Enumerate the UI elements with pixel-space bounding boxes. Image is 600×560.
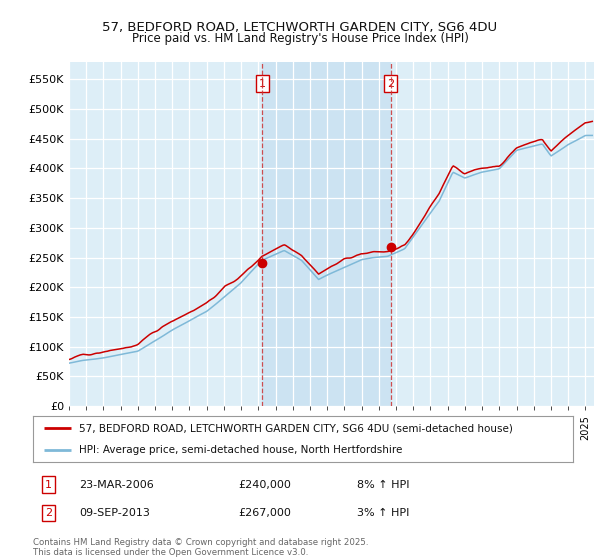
Text: 57, BEDFORD ROAD, LETCHWORTH GARDEN CITY, SG6 4DU: 57, BEDFORD ROAD, LETCHWORTH GARDEN CITY… [103, 21, 497, 34]
Text: £240,000: £240,000 [238, 479, 291, 489]
Text: 8% ↑ HPI: 8% ↑ HPI [357, 479, 409, 489]
Text: 2: 2 [45, 508, 52, 518]
Text: HPI: Average price, semi-detached house, North Hertfordshire: HPI: Average price, semi-detached house,… [79, 445, 402, 455]
Text: Price paid vs. HM Land Registry's House Price Index (HPI): Price paid vs. HM Land Registry's House … [131, 32, 469, 45]
Text: 1: 1 [45, 479, 52, 489]
Text: 09-SEP-2013: 09-SEP-2013 [79, 508, 150, 518]
Text: 1: 1 [259, 78, 266, 88]
Text: Contains HM Land Registry data © Crown copyright and database right 2025.
This d: Contains HM Land Registry data © Crown c… [33, 538, 368, 557]
Text: 23-MAR-2006: 23-MAR-2006 [79, 479, 154, 489]
Text: 3% ↑ HPI: 3% ↑ HPI [357, 508, 409, 518]
Text: 57, BEDFORD ROAD, LETCHWORTH GARDEN CITY, SG6 4DU (semi-detached house): 57, BEDFORD ROAD, LETCHWORTH GARDEN CITY… [79, 423, 513, 433]
Text: 2: 2 [387, 78, 394, 88]
Text: £267,000: £267,000 [238, 508, 291, 518]
Bar [262, 62, 391, 406]
